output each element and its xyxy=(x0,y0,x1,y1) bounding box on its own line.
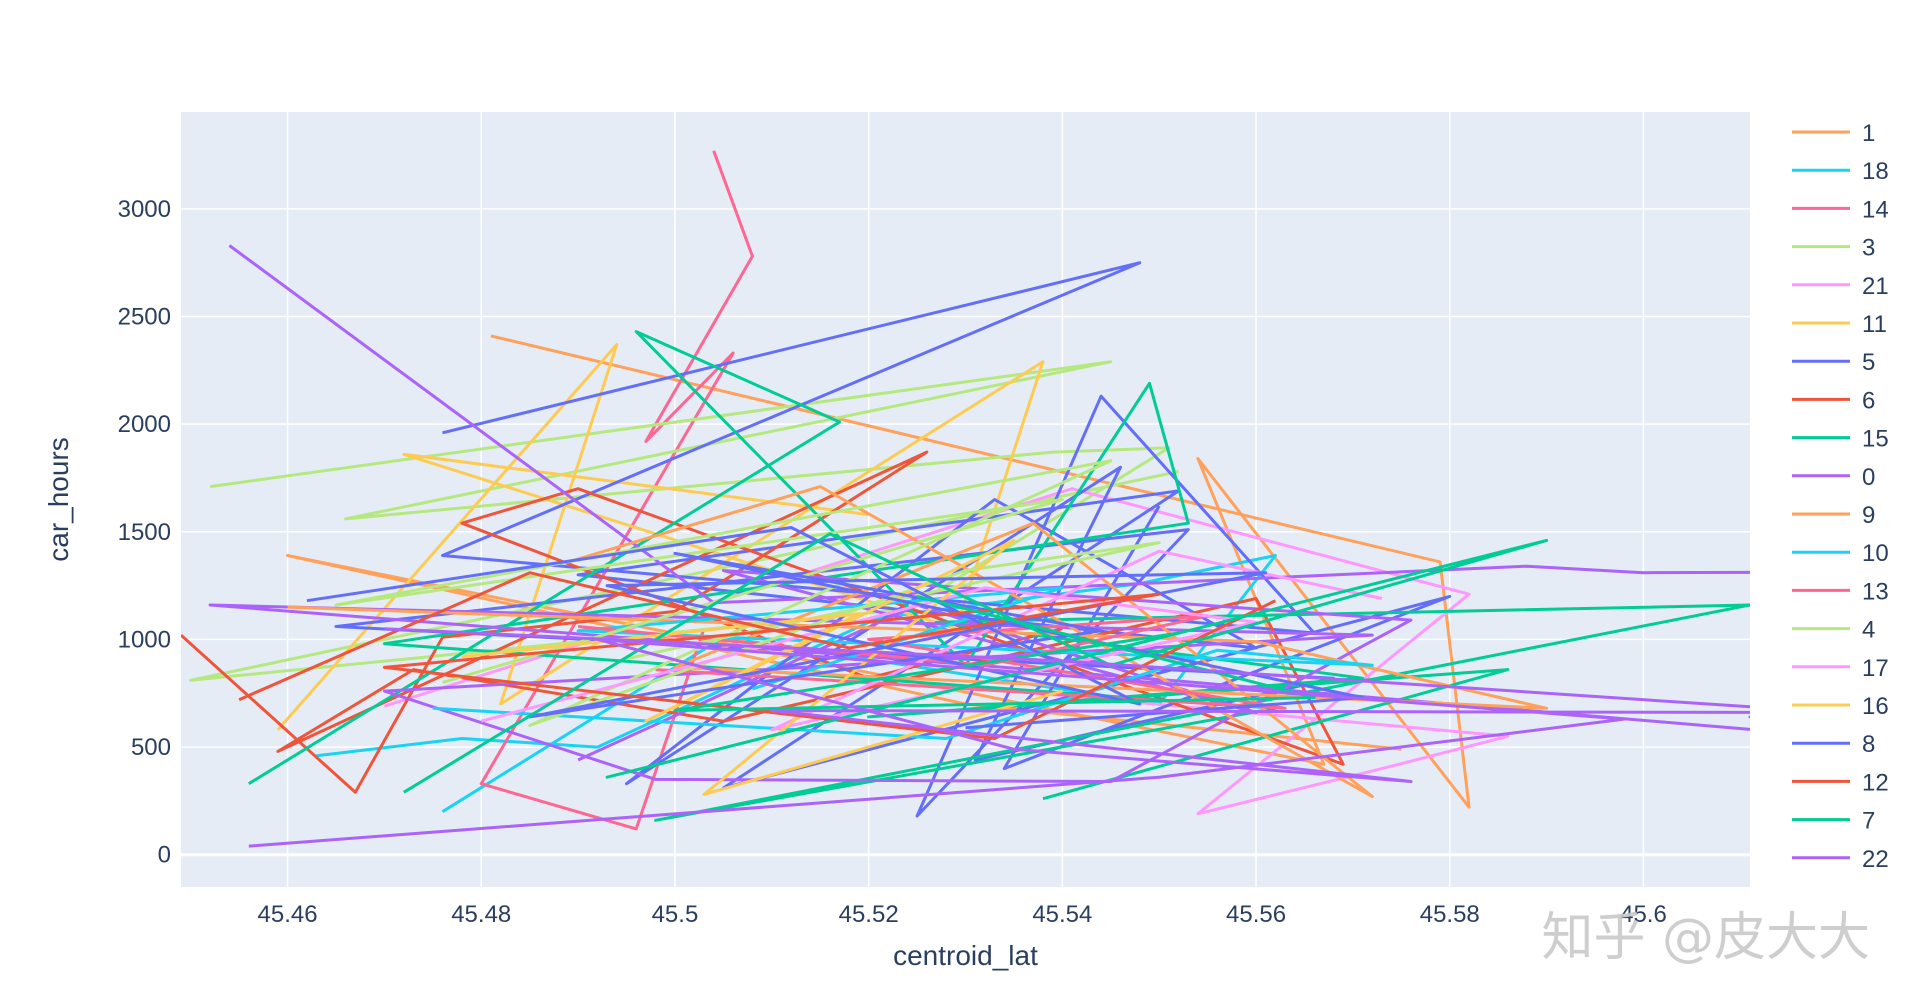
x-tick-label: 45.58 xyxy=(1420,901,1480,928)
series-line-8 xyxy=(306,526,1365,730)
legend-item-8[interactable]: 8 xyxy=(1792,731,1875,758)
legend-item-10[interactable]: 10 xyxy=(1792,540,1889,567)
y-tick-label: 1500 xyxy=(118,519,171,546)
y-tick-label: 1000 xyxy=(118,626,171,653)
legend[interactable]: 1 18 14 3 21 11 5 6 15 0 9 10 13 4 17 16 8 12 7 22 xyxy=(1792,120,1889,873)
legend-label: 12 xyxy=(1862,769,1889,796)
x-tick-label: 45.6 xyxy=(1620,901,1667,928)
legend-label: 21 xyxy=(1862,273,1889,300)
x-tick-label: 45.52 xyxy=(839,901,899,928)
legend-label: 3 xyxy=(1862,235,1875,262)
watermark-text: 知乎 @皮大大 xyxy=(1541,908,1870,968)
legend-label: 15 xyxy=(1862,426,1889,453)
legend-item-6[interactable]: 6 xyxy=(1792,387,1875,414)
legend-item-9[interactable]: 9 xyxy=(1792,502,1875,529)
legend-item-11[interactable]: 11 xyxy=(1792,311,1887,338)
legend-item-5[interactable]: 5 xyxy=(1792,349,1875,376)
legend-item-3[interactable]: 3 xyxy=(1792,235,1875,262)
legend-item-22[interactable]: 22 xyxy=(1792,846,1889,873)
legend-item-16[interactable]: 16 xyxy=(1792,693,1889,720)
legend-label: 17 xyxy=(1862,655,1889,682)
legend-label: 18 xyxy=(1862,158,1889,185)
y-tick-label: 3000 xyxy=(118,196,171,223)
x-tick-label: 45.48 xyxy=(451,901,511,928)
series-line-4 xyxy=(334,459,1161,727)
series-line-22 xyxy=(248,627,1750,848)
x-tick-label: 45.5 xyxy=(652,901,699,928)
legend-item-21[interactable]: 21 xyxy=(1792,273,1889,300)
series-line-11 xyxy=(276,343,1045,731)
legend-item-14[interactable]: 14 xyxy=(1792,196,1889,223)
legend-item-15[interactable]: 15 xyxy=(1792,426,1889,453)
legend-item-4[interactable]: 4 xyxy=(1792,617,1875,644)
legend-label: 5 xyxy=(1862,349,1875,376)
y-tick-labels: 0 500 1000 1500 2000 2500 3000 xyxy=(118,196,171,869)
legend-label: 0 xyxy=(1862,464,1875,491)
series-line-12 xyxy=(238,571,1277,740)
legend-label: 13 xyxy=(1862,578,1889,605)
series-group xyxy=(181,150,1750,848)
legend-label: 6 xyxy=(1862,387,1875,414)
legend-item-18[interactable]: 18 xyxy=(1792,158,1889,185)
legend-item-13[interactable]: 13 xyxy=(1792,578,1889,605)
plot-area xyxy=(181,112,1750,887)
legend-label: 7 xyxy=(1862,808,1875,835)
x-tick-labels: 45.46 45.48 45.5 45.52 45.54 45.56 45.58 45.6 xyxy=(258,901,1667,928)
x-tick-label: 45.56 xyxy=(1226,901,1286,928)
series-line-14 xyxy=(479,150,754,831)
series-line-16 xyxy=(461,538,1063,796)
y-axis-title: car_hours xyxy=(43,437,74,562)
series-line-7 xyxy=(403,532,1549,794)
legend-label: 1 xyxy=(1862,120,1875,147)
x-axis-title: centroid_lat xyxy=(893,940,1038,971)
y-tick-label: 500 xyxy=(131,734,171,761)
y-tick-label: 2000 xyxy=(118,411,171,438)
legend-label: 4 xyxy=(1862,617,1875,644)
legend-label: 9 xyxy=(1862,502,1875,529)
legend-item-17[interactable]: 17 xyxy=(1792,655,1889,682)
legend-label: 14 xyxy=(1862,196,1889,223)
y-tick-label: 2500 xyxy=(118,304,171,331)
series-line-21 xyxy=(383,487,1510,816)
legend-label: 8 xyxy=(1862,731,1875,758)
x-tick-label: 45.46 xyxy=(258,901,318,928)
legend-item-7[interactable]: 7 xyxy=(1792,808,1875,835)
y-tick-label: 0 xyxy=(158,842,171,869)
legend-item-1[interactable]: 1 xyxy=(1792,120,1875,147)
legend-label: 11 xyxy=(1862,311,1887,338)
series-line-10 xyxy=(432,586,1374,740)
x-tick-label: 45.54 xyxy=(1032,901,1092,928)
legend-label: 16 xyxy=(1862,693,1889,720)
legend-item-0[interactable]: 0 xyxy=(1792,464,1875,491)
legend-label: 22 xyxy=(1862,846,1889,873)
series-line-9 xyxy=(287,485,1549,799)
legend-label: 10 xyxy=(1862,540,1889,567)
legend-item-12[interactable]: 12 xyxy=(1792,769,1889,796)
